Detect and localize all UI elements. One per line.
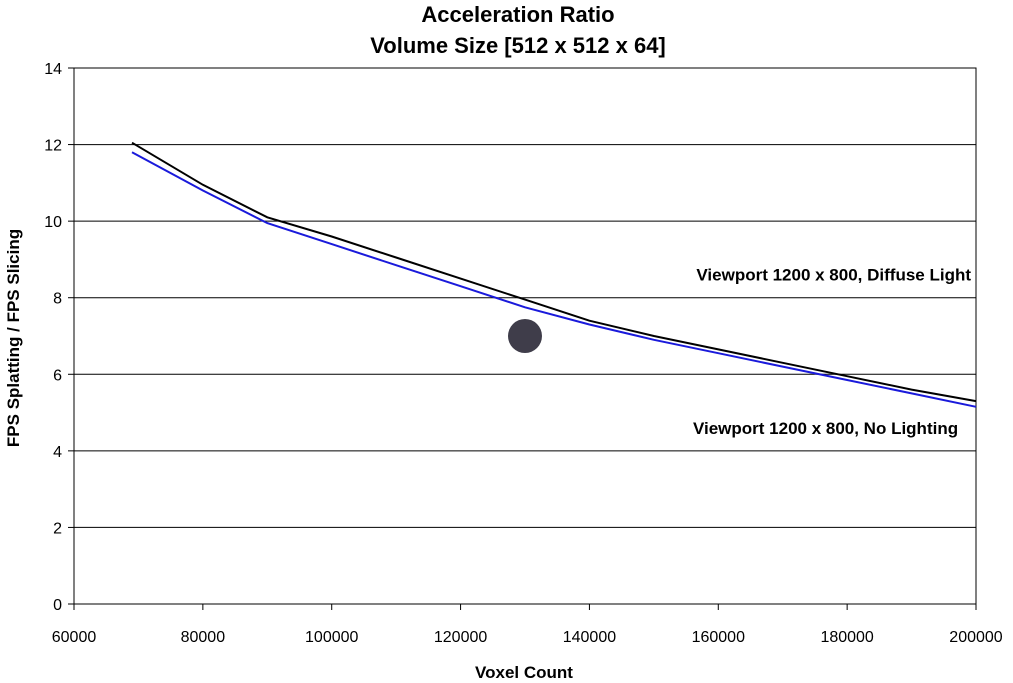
y-tick-label: 14 <box>44 61 62 78</box>
y-tick-label: 8 <box>53 291 62 308</box>
x-tick-label: 120000 <box>434 629 487 646</box>
y-tick-label: 12 <box>44 138 62 155</box>
marker-layer <box>508 319 542 353</box>
cursor-dot-marker <box>508 319 542 353</box>
y-tick-label: 10 <box>44 214 62 231</box>
annotations: Viewport 1200 x 800, Diffuse Light Viewpo… <box>693 266 971 438</box>
x-tick-label: 80000 <box>181 629 226 646</box>
x-tick-label: 160000 <box>692 629 745 646</box>
series-annotation: Viewport 1200 x 800, Diffuse Light <box>696 266 971 285</box>
series-lines <box>131 141 977 408</box>
x-tick-label: 200000 <box>949 629 1002 646</box>
x-tick-label: 60000 <box>52 629 97 646</box>
series-annotation: Viewport 1200 x 800, No Lighting <box>693 419 958 438</box>
y-axis-ticks: 0 2 4 6 8 10 12 14 <box>44 61 74 614</box>
y-axis-label: FPS Splatting / FPS Slicing <box>4 229 23 447</box>
y-tick-label: 0 <box>53 597 62 614</box>
x-axis-ticks: 60000 80000 100000 120000 140000 160000 180000… <box>52 604 1003 646</box>
x-tick-label: 100000 <box>305 629 358 646</box>
grid-lines <box>74 67 976 605</box>
series-line-1 <box>131 141 977 403</box>
chart-subtitle: Volume Size [512 x 512 x 64] <box>370 33 666 58</box>
y-tick-label: 6 <box>53 367 62 384</box>
y-tick-label: 4 <box>53 444 62 461</box>
chart-title: Acceleration Ratio <box>421 2 614 27</box>
x-tick-label: 180000 <box>820 629 873 646</box>
y-tick-label: 2 <box>53 520 62 537</box>
series-line-2 <box>131 151 977 408</box>
x-tick-label: 140000 <box>563 629 616 646</box>
plot-area <box>73 67 977 605</box>
x-axis-label: Voxel Count <box>475 663 573 682</box>
